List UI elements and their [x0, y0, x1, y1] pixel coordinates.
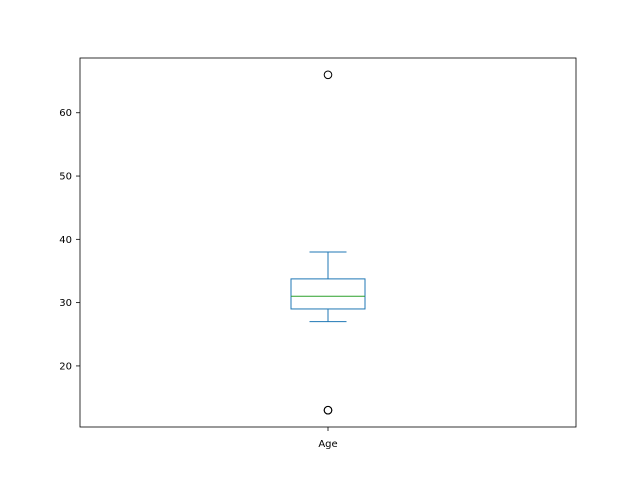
plot-background [80, 58, 576, 427]
y-tick-label: 40 [59, 235, 72, 246]
y-tick-label: 60 [59, 108, 72, 119]
x-tick-label: Age [318, 439, 337, 450]
y-tick-label: 30 [59, 298, 72, 309]
x-axis: Age [318, 427, 337, 450]
y-axis: 20 30 40 50 60 [59, 108, 80, 372]
y-tick-label: 50 [59, 172, 72, 183]
y-tick-label: 20 [59, 361, 72, 372]
